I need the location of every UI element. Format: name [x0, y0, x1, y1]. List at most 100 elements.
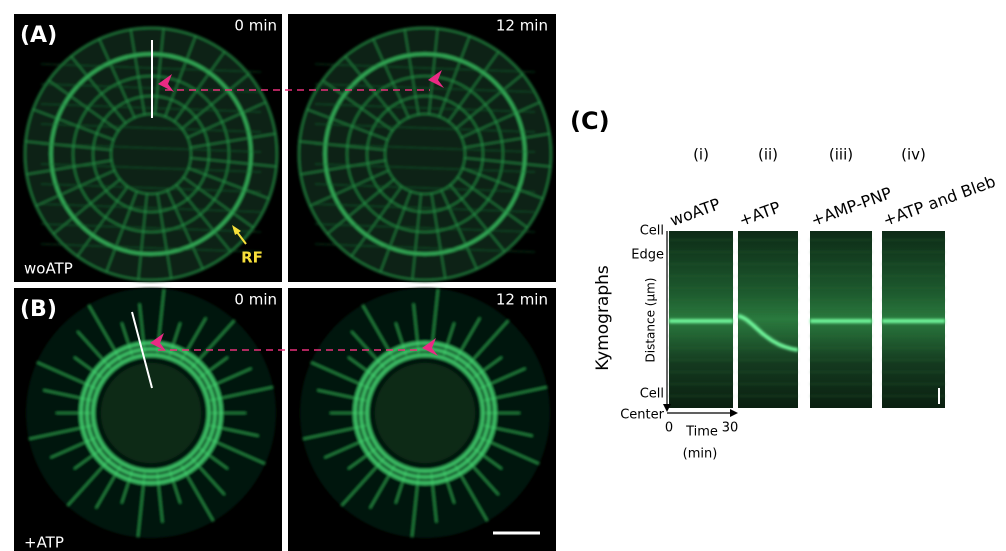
radial-fiber — [457, 176, 528, 229]
x-end: 30 — [722, 421, 739, 436]
cell-image — [300, 288, 550, 538]
arrowhead — [422, 338, 438, 356]
annotation-arrowhead — [232, 225, 241, 235]
transverse-fiber — [314, 243, 536, 253]
radial-fiber — [306, 108, 388, 141]
y-label: Distance (μm) — [644, 278, 658, 363]
ring-fiber — [85, 347, 217, 479]
arrowhead — [150, 333, 166, 351]
radial-fiber — [173, 51, 226, 122]
radial-fiber — [428, 28, 439, 115]
column-index: (iv) — [901, 146, 926, 164]
transverse-fiber — [40, 183, 262, 193]
x-arrow — [730, 409, 738, 417]
column-index: (iii) — [829, 146, 853, 164]
time-label: 12 min — [496, 17, 548, 35]
kymo-streaks — [882, 239, 945, 397]
radial-fiber — [187, 101, 267, 139]
condition-label: woATP — [24, 260, 73, 278]
transverse-fiber — [40, 223, 262, 233]
time-label: 0 min — [234, 17, 277, 35]
kymo-streaks — [737, 239, 799, 397]
radial-fiber — [183, 176, 254, 229]
radial-fiber — [447, 51, 500, 122]
transverse-fiber — [40, 143, 262, 153]
cell-image — [297, 26, 553, 282]
column-condition: +AMP-PNP — [808, 183, 894, 230]
radial-fiber — [299, 140, 386, 151]
radial-fiber — [130, 29, 146, 115]
radial-fiber — [190, 133, 276, 149]
y-axis-title: Kymographs — [593, 265, 613, 371]
radial-fiber — [156, 193, 172, 279]
annotation: RF — [241, 249, 263, 267]
cell-image — [26, 288, 276, 538]
radial-fiber — [105, 191, 138, 273]
transverse-fiber — [40, 243, 262, 253]
radial-fiber — [464, 133, 550, 149]
arrowhead — [158, 74, 174, 92]
radial-fiber — [464, 157, 551, 168]
y-bottom: Center — [620, 408, 664, 423]
ring-fiber — [366, 95, 484, 213]
kymo-track — [737, 314, 799, 352]
radial-fiber — [175, 184, 232, 252]
radial-fiber — [462, 167, 544, 200]
radial-fiber — [372, 38, 410, 118]
ring-fiber — [365, 353, 485, 473]
x-label: Time — [685, 425, 718, 440]
ring-fiber — [346, 75, 504, 233]
ring-fiber — [323, 52, 527, 256]
transverse-fiber — [314, 183, 536, 193]
cell-center — [101, 363, 201, 463]
kymographs: (C) (i) woATP (ii) +ATP (iii) +AMP-PNP (iv) +ATP… — [570, 107, 998, 462]
transverse-fiber — [40, 163, 262, 173]
ring-fiber — [384, 113, 466, 195]
column-condition: woATP — [667, 194, 723, 230]
radial-fiber — [350, 186, 403, 257]
panel-label: (B) — [20, 297, 57, 322]
time-label: 0 min — [234, 291, 277, 309]
y-top: Edge — [631, 248, 664, 263]
radial-fiber — [25, 140, 112, 151]
x-start: 0 — [665, 421, 673, 436]
radial-fiber — [26, 159, 112, 175]
radial-fiber — [190, 157, 277, 168]
kymo-line — [131, 311, 153, 389]
transverse-fiber — [40, 123, 262, 133]
ring-fiber — [24, 27, 278, 281]
transverse-fiber — [314, 223, 536, 233]
panel-label: (C) — [570, 107, 610, 135]
transverse-fiber — [40, 203, 262, 213]
y-top: Cell — [640, 224, 664, 239]
column-index: (ii) — [758, 146, 778, 164]
radial-fiber — [188, 167, 270, 200]
ring-fiber — [353, 341, 497, 485]
ring-fiber — [91, 353, 211, 473]
radial-fiber — [98, 38, 136, 118]
ring-fiber — [298, 27, 552, 281]
radial-fiber — [449, 184, 506, 252]
kymo-streaks — [810, 239, 872, 397]
radial-fiber — [32, 108, 114, 141]
radial-fiber — [164, 35, 197, 117]
radial-fiber — [181, 73, 249, 130]
y-bottom: Cell — [640, 387, 664, 402]
time-label: 12 min — [496, 291, 548, 309]
transverse-fiber — [314, 83, 536, 93]
radial-fiber — [430, 193, 446, 279]
radial-fiber — [70, 56, 127, 124]
column-condition: +ATP and Bleb — [880, 172, 998, 230]
y-arrow — [663, 404, 671, 412]
radial-fiber — [461, 101, 541, 139]
radial-fiber — [309, 169, 389, 207]
column-index: (i) — [693, 146, 709, 164]
radial-fiber — [438, 35, 471, 117]
arrowhead — [428, 70, 444, 88]
cell-center — [375, 363, 475, 463]
radial-fiber — [379, 191, 412, 273]
transverse-fiber — [314, 123, 536, 133]
transverse-fiber — [314, 103, 536, 113]
radial-fiber — [455, 73, 523, 130]
